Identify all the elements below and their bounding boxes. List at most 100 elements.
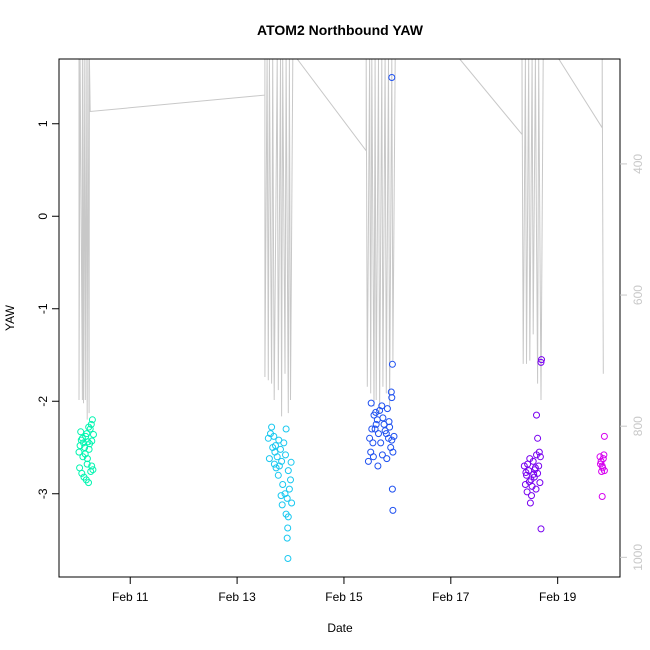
data-point: [83, 460, 91, 468]
data-point: [525, 478, 533, 486]
data-point: [377, 439, 385, 447]
y2-axis: 400 600 800 1000: [620, 154, 645, 571]
data-point: [273, 453, 281, 461]
data-point: [598, 493, 606, 500]
data-point: [535, 448, 543, 456]
y-tick-label: -3: [36, 488, 50, 499]
data-point: [531, 466, 539, 474]
x-tick-label: Feb 19: [539, 590, 577, 604]
data-point: [369, 453, 377, 461]
x-tick-label: Feb 13: [218, 590, 256, 604]
data-point: [388, 485, 396, 493]
data-point: [389, 448, 397, 456]
data-point: [378, 451, 386, 459]
data-point: [287, 458, 295, 466]
y2-tick-label: 1000: [631, 544, 645, 571]
data-point: [388, 360, 396, 368]
x-tick-label: Feb 17: [432, 590, 470, 604]
y-tick-label: 1: [36, 120, 50, 127]
y-tick-label: -1: [36, 303, 50, 314]
data-point: [86, 425, 94, 433]
data-point: [277, 445, 284, 453]
data-point: [77, 428, 85, 436]
data-point: [282, 451, 289, 459]
chart-title: ATOM2 Northbound YAW: [257, 22, 424, 38]
data-point: [390, 432, 398, 440]
data-point: [599, 455, 607, 463]
data-point: [371, 425, 379, 433]
data-point: [268, 423, 276, 431]
x-tick-label: Feb 15: [325, 590, 363, 604]
data-point: [366, 434, 374, 442]
data-point: [526, 499, 534, 507]
data-point: [536, 453, 544, 461]
data-point: [272, 442, 279, 450]
data-point: [383, 405, 391, 413]
data-point: [528, 492, 535, 500]
data-point: [88, 437, 96, 445]
data-point: [385, 418, 393, 426]
data-point: [89, 466, 97, 474]
data-point: [538, 356, 545, 364]
data-points: [75, 74, 608, 562]
y2-tick-label: 600: [631, 285, 645, 305]
data-point: [270, 432, 278, 440]
data-point: [536, 479, 544, 487]
data-point: [367, 399, 375, 407]
data-point: [284, 524, 292, 532]
data-point: [598, 468, 606, 475]
data-point: [282, 425, 290, 433]
data-point: [75, 448, 83, 456]
data-point: [84, 438, 92, 446]
y-axis-label: YAW: [3, 304, 17, 331]
data-point: [537, 525, 545, 533]
y-axis: 1 0 -1 -2 -3: [36, 120, 59, 499]
data-point: [389, 506, 397, 514]
data-point: [372, 408, 380, 416]
data-point: [383, 455, 391, 463]
data-point: [599, 464, 607, 472]
data-point: [85, 423, 93, 431]
data-point: [283, 494, 291, 502]
data-point: [369, 439, 377, 447]
data-point: [381, 427, 389, 435]
data-point: [279, 481, 287, 488]
data-point: [537, 358, 545, 366]
data-point: [364, 457, 372, 465]
data-point: [78, 469, 86, 477]
data-point: [388, 394, 396, 402]
data-point: [284, 555, 292, 562]
data-point: [90, 431, 97, 438]
data-point: [597, 460, 604, 468]
y2-tick-label: 400: [631, 154, 645, 174]
data-point: [388, 74, 396, 81]
data-point: [278, 457, 286, 465]
plot-frame: [58, 58, 621, 578]
data-point: [530, 470, 538, 478]
data-point: [265, 455, 273, 463]
data-point: [277, 492, 285, 500]
data-point: [83, 430, 91, 438]
y-tick-label: 0: [36, 213, 50, 220]
data-point: [372, 420, 380, 428]
y-tick-label: -2: [36, 396, 50, 407]
data-point: [523, 488, 531, 496]
x-axis-label: Date: [327, 621, 353, 635]
data-point: [526, 455, 534, 463]
data-point: [285, 485, 293, 493]
data-point: [596, 453, 604, 461]
data-point: [374, 462, 382, 470]
data-point: [275, 436, 283, 444]
data-point: [368, 425, 376, 433]
data-point: [378, 402, 386, 410]
data-point: [272, 464, 280, 472]
data-point: [287, 476, 294, 484]
secondary-series: [78, 58, 604, 420]
data-point: [375, 430, 382, 438]
secondary-series-line: [78, 58, 604, 420]
data-point: [283, 534, 291, 542]
data-point: [532, 485, 540, 493]
data-point: [600, 432, 608, 440]
data-point: [278, 501, 286, 509]
